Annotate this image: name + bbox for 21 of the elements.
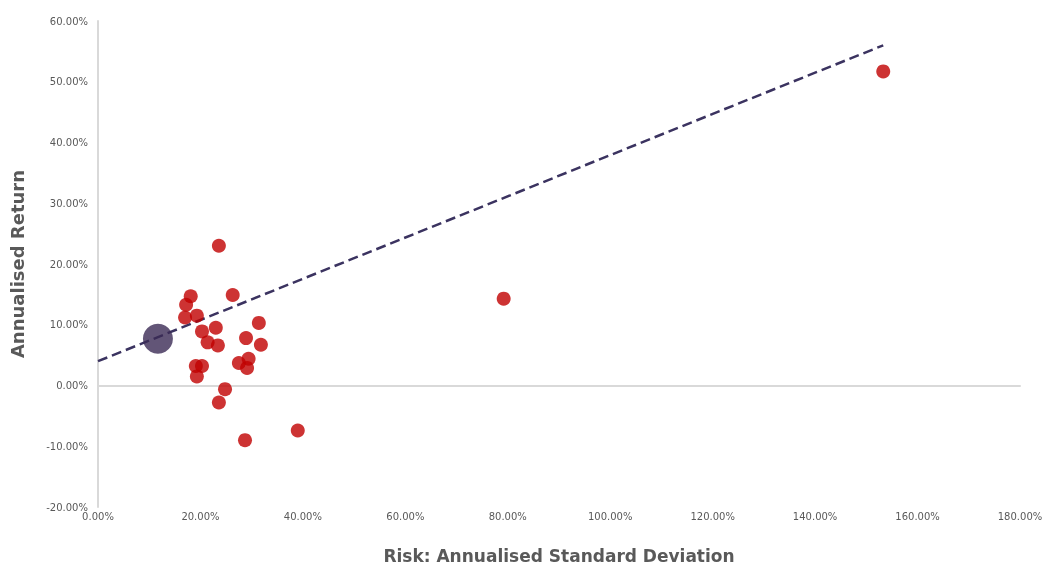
x-tick-label: 120.00% (690, 510, 735, 522)
y-tick-label: 50.00% (49, 76, 88, 88)
x-tick-label: 100.00% (587, 510, 633, 522)
x-tick-label: 0.00% (82, 510, 114, 522)
x-tick-label: 160.00% (895, 510, 940, 522)
x-tick-label: 60.00% (386, 510, 425, 522)
x-tick-label: 180.00% (997, 510, 1043, 522)
x-tick-label: 40.00% (283, 510, 322, 522)
y-tick-label: 30.00% (49, 197, 88, 209)
y-tick-label: -20.00% (46, 501, 88, 513)
x-tick-label: 20.00% (181, 510, 220, 522)
y-tick-label: 10.00% (49, 319, 88, 331)
y-tick-label: -10.00% (46, 440, 88, 452)
y-tick-label: 0.00% (56, 380, 88, 391)
y-tick-label: 20.00% (49, 258, 88, 270)
x-axis-title: Risk: Annualised Standard Deviation (383, 545, 735, 566)
x-tick-label: 80.00% (488, 510, 527, 522)
y-axis-title: Annualised Return (6, 169, 28, 359)
y-tick-label: 40.00% (49, 137, 88, 148)
x-tick-label: 140.00% (792, 510, 838, 522)
y-tick-label: 60.00% (49, 15, 88, 27)
